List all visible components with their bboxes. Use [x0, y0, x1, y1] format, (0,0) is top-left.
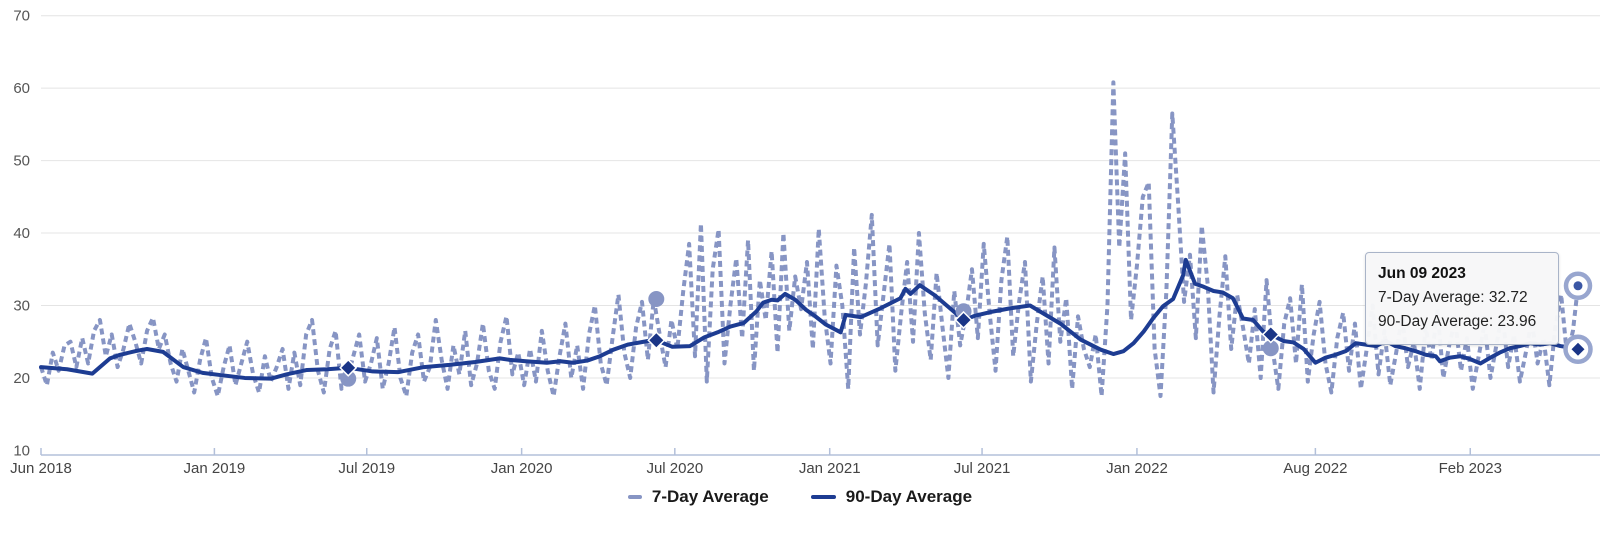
- svg-text:Jul 2020: Jul 2020: [646, 460, 703, 477]
- svg-text:Jul 2019: Jul 2019: [338, 460, 395, 477]
- legend-90day-label: 90-Day Average: [845, 487, 973, 506]
- svg-text:30: 30: [13, 298, 30, 315]
- svg-text:Jan 2022: Jan 2022: [1106, 460, 1168, 477]
- svg-text:Jun 2018: Jun 2018: [10, 460, 72, 477]
- tooltip-date: Jun 09 2023: [1378, 265, 1466, 282]
- tooltip: Jun 09 2023 7-Day Average: 32.72 90-Day …: [1365, 252, 1559, 346]
- svg-text:Feb 2023: Feb 2023: [1439, 460, 1502, 477]
- x-axis: Jun 2018 Jan 2019 Jul 2019 Jan 2020 Jul 2020…: [10, 448, 1600, 477]
- svg-text:Jan 2020: Jan 2020: [491, 460, 553, 477]
- svg-text:10: 10: [13, 442, 30, 459]
- 90day-line-swatch-icon: [810, 495, 836, 499]
- seven-day-line: [39, 80, 1580, 399]
- y-axis-labels: 70 60 50 40 30 20 10: [13, 8, 30, 460]
- svg-text:20: 20: [13, 370, 30, 387]
- year-markers: [339, 271, 1593, 387]
- legend-item-7day[interactable]: 7-Day Average: [627, 487, 769, 507]
- chart-legend: 7-Day Average 90-Day Average: [0, 487, 1600, 507]
- svg-text:Jan 2021: Jan 2021: [799, 460, 861, 477]
- 7day-line-swatch-icon: [627, 495, 642, 499]
- svg-text:Jul 2021: Jul 2021: [954, 460, 1011, 477]
- ninety-day-line: [39, 257, 1580, 381]
- svg-text:Aug 2022: Aug 2022: [1283, 460, 1347, 477]
- tooltip-90day-value: 90-Day Average: 23.96: [1378, 313, 1537, 331]
- svg-text:Jan 2019: Jan 2019: [184, 460, 246, 477]
- legend-7day-label: 7-Day Average: [651, 487, 769, 506]
- legend-item-90day[interactable]: 90-Day Average: [810, 487, 973, 507]
- svg-text:50: 50: [13, 153, 30, 170]
- svg-text:60: 60: [13, 80, 30, 97]
- tooltip-7day-value: 7-Day Average: 32.72: [1378, 289, 1528, 307]
- svg-text:70: 70: [13, 8, 30, 25]
- svg-text:40: 40: [13, 225, 30, 242]
